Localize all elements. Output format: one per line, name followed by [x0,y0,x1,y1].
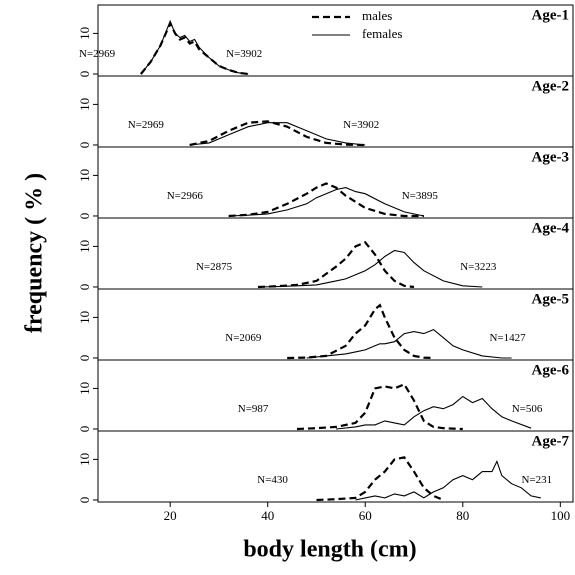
y-tick-label: 10 [77,311,92,324]
series-line [228,187,424,217]
y-tick-label: 0 [77,497,92,504]
panel-title: Age-1 [532,7,570,23]
n-label: N=506 [512,403,543,415]
y-tick-label: 10 [77,382,92,395]
n-label: N=2966 [167,190,204,202]
panel-title: Age-2 [532,78,570,94]
panel-frame [97,288,574,361]
y-tick-label: 0 [77,426,92,433]
panel-title: Age-3 [532,149,570,165]
x-axis-label: body length (cm) [243,537,416,563]
y-tick-label: 0 [77,142,92,149]
legend-label: females [362,26,402,41]
panel-title: Age-7 [532,433,570,449]
y-tick-label: 10 [77,453,92,466]
n-label: N=3895 [402,190,439,202]
x-tick-label: 100 [551,508,571,523]
n-label: N=987 [238,403,269,415]
series-line [306,328,512,359]
x-tick-label: 20 [164,508,177,523]
panel-frame [97,146,574,219]
x-tick-label: 80 [456,508,469,523]
series-line [140,19,249,75]
y-tick-label: 0 [77,355,92,362]
legend-label: males [362,8,392,23]
y-tick-label: 0 [77,71,92,78]
n-label: N=3902 [343,119,379,131]
panel-title: Age-6 [532,362,570,378]
panel-title: Age-5 [532,291,570,307]
y-tick-label: 10 [77,27,92,40]
n-label: N=3902 [226,48,262,60]
series-line [335,395,532,430]
n-label: N=1427 [489,332,526,344]
panel-frame [97,4,574,77]
panel-frame [97,359,574,432]
series-line [355,459,541,501]
y-axis-label: frequency ( % ) [22,173,48,333]
n-label: N=2969 [128,119,165,131]
series-line [296,382,463,431]
panel-frame [97,75,574,148]
panel-title: Age-4 [532,220,570,236]
series-line [189,120,366,147]
n-label: N=3223 [460,261,497,273]
panel-frame [97,217,574,290]
n-label: N=231 [521,474,552,486]
n-label: N=430 [257,474,288,486]
series-line [287,303,434,360]
panel-frame [97,430,574,503]
y-tick-label: 0 [77,284,92,291]
x-tick-label: 60 [359,508,372,523]
y-tick-label: 0 [77,213,92,220]
n-label: N=2069 [225,332,262,344]
y-tick-label: 10 [77,240,92,253]
y-tick-label: 10 [77,169,92,182]
series-line [189,122,366,146]
series-line [228,182,424,218]
series-line [257,249,483,288]
n-label: N=2875 [196,261,233,273]
x-tick-label: 40 [261,508,274,523]
y-tick-label: 10 [77,98,92,111]
n-label: N=2969 [79,48,116,60]
series-line [316,456,444,502]
series-line [257,240,415,289]
